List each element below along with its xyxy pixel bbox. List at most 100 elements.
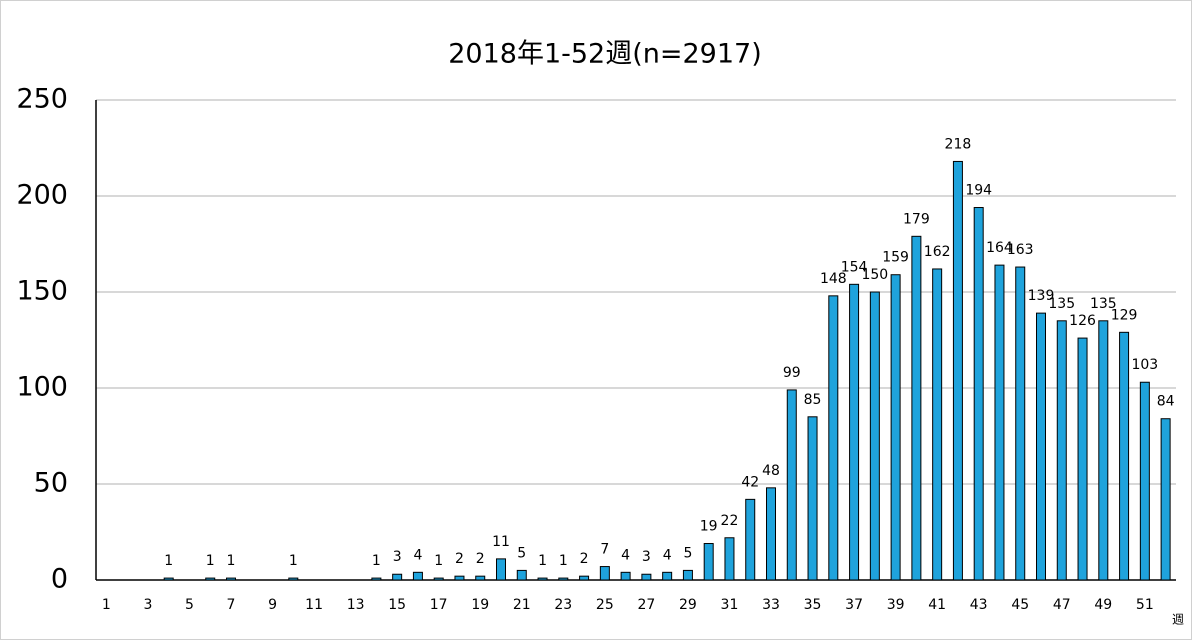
value-label: 162 [924,244,951,260]
value-label: 129 [1111,307,1138,323]
bar [1036,312,1046,581]
value-label: 148 [820,271,847,287]
value-label: 139 [1028,288,1055,304]
value-label: 4 [621,547,630,563]
x-tick-label: 5 [185,597,194,613]
x-tick-label: 17 [430,597,448,613]
bar [724,537,735,581]
bar [1160,418,1171,581]
bar [1056,320,1067,581]
y-tick-label: 250 [16,84,68,115]
bar [1077,337,1088,581]
bar [163,577,174,581]
x-tick-label: 21 [513,597,531,613]
bar [869,291,880,581]
value-label: 48 [762,463,780,479]
bar [392,573,403,581]
bar [911,235,922,581]
value-label: 7 [600,542,609,558]
bar [205,577,216,581]
x-tick-label: 23 [554,597,572,613]
chart-title: 2018年1-52週(n=2917) [448,39,762,70]
bar [620,571,631,581]
bar [579,575,590,581]
value-label: 179 [903,211,930,227]
value-label: 3 [642,549,651,565]
value-label: 2 [476,551,485,567]
bar [599,566,610,581]
value-label: 22 [721,513,739,529]
bar [703,543,714,581]
value-label: 126 [1069,313,1096,329]
bar [496,558,506,581]
x-tick-label: 33 [762,597,780,613]
value-label: 5 [517,545,526,561]
bar [766,487,776,581]
x-tick-label: 11 [305,597,323,613]
x-tick-label: 45 [1011,597,1029,613]
bar [371,577,382,581]
value-label: 103 [1131,357,1158,373]
value-label: 194 [965,183,992,199]
x-tick-label: 51 [1136,597,1154,613]
bar [828,295,839,581]
bar [890,274,901,581]
bar [952,160,963,581]
x-tick-label: 49 [1094,597,1112,613]
y-tick-label: 150 [16,276,68,307]
value-label: 1 [227,553,236,569]
bar [412,571,423,581]
bar [1098,320,1109,581]
bar [288,577,299,581]
bar [558,577,569,581]
bar [226,577,236,581]
value-label: 135 [1090,296,1117,312]
x-tick-label: 39 [887,597,905,613]
bar [973,207,984,581]
value-label: 99 [783,365,801,381]
bar [932,268,943,581]
x-tick-label: 25 [596,597,614,613]
bar [454,575,465,581]
value-label: 4 [413,547,422,563]
bar [537,577,548,581]
value-label: 1 [164,553,173,569]
value-label: 1 [434,553,443,569]
value-label: 85 [804,392,822,408]
value-label: 84 [1157,394,1175,410]
x-tick-label: 19 [471,597,489,613]
x-tick-label: 1 [102,597,111,613]
value-label: 154 [841,259,868,275]
y-tick-label: 50 [34,468,68,499]
bar [807,416,818,581]
x-tick-label: 47 [1053,597,1071,613]
value-label: 135 [1048,296,1075,312]
value-label: 42 [741,474,759,490]
x-tick-label: 37 [845,597,863,613]
x-tick-label: 7 [227,597,236,613]
bar [1119,331,1130,581]
bar [849,283,860,581]
value-label: 164 [986,240,1013,256]
value-label: 1 [372,553,381,569]
y-tick-label: 0 [51,564,68,595]
x-tick-label: 3 [143,597,152,613]
value-label: 1 [538,553,547,569]
value-label: 218 [945,136,972,152]
bar [1015,266,1026,581]
bar [1139,381,1150,581]
value-label: 11 [492,534,510,550]
value-label: 1 [289,553,298,569]
bar [682,569,693,581]
bar [433,577,444,581]
x-tick-label: 29 [679,597,697,613]
x-tick-label: 27 [637,597,655,613]
bar [516,569,527,581]
bar [475,575,486,581]
value-label: 3 [393,549,402,565]
x-tick-label: 9 [268,597,277,613]
bar [745,498,756,581]
value-label: 2 [580,551,589,567]
